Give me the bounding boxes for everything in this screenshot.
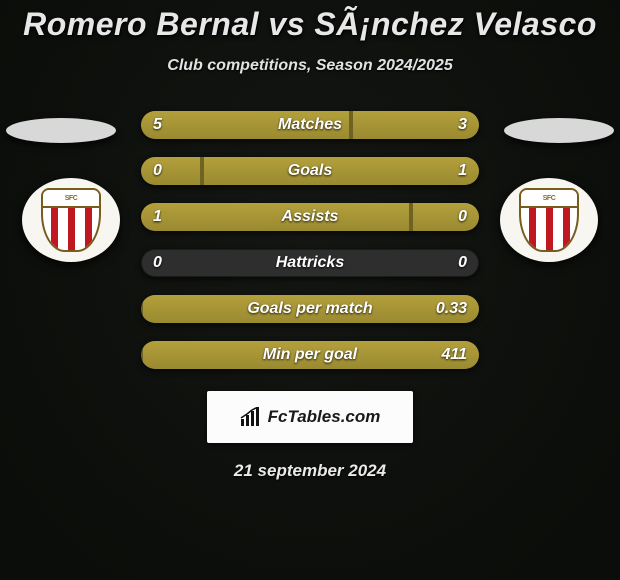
stat-row: 5Matches3 — [141, 111, 479, 139]
stat-value-right: 0 — [458, 249, 467, 277]
chart-icon — [240, 407, 262, 427]
crest-circle: SFC — [500, 178, 598, 262]
team-crest-left: SFC — [22, 178, 120, 262]
branding-text: FcTables.com — [268, 407, 381, 427]
player-left-avatar — [6, 118, 116, 143]
page-title: Romero Bernal vs SÃ¡nchez Velasco — [0, 0, 620, 43]
date-label: 21 september 2024 — [0, 461, 620, 481]
shield-icon: SFC — [519, 188, 579, 252]
stat-row: 1Assists0 — [141, 203, 479, 231]
subtitle: Club competitions, Season 2024/2025 — [0, 57, 620, 75]
stat-value-right: 1 — [458, 157, 467, 185]
crest-circle: SFC — [22, 178, 120, 262]
stat-row: 0Hattricks0 — [141, 249, 479, 277]
shield-icon: SFC — [41, 188, 101, 252]
stat-label: Hattricks — [141, 249, 479, 277]
stat-value-right: 0 — [458, 203, 467, 231]
team-crest-right: SFC — [500, 178, 598, 262]
stat-row: Min per goal411 — [141, 341, 479, 369]
comparison-card: Romero Bernal vs SÃ¡nchez Velasco Club c… — [0, 0, 620, 580]
stat-label: Assists — [141, 203, 479, 231]
stat-value-right: 3 — [458, 111, 467, 139]
stat-row: Goals per match0.33 — [141, 295, 479, 323]
stat-label: Matches — [141, 111, 479, 139]
stat-row: 0Goals1 — [141, 157, 479, 185]
branding-badge: FcTables.com — [207, 391, 413, 443]
stat-label: Goals per match — [141, 295, 479, 323]
stat-label: Min per goal — [141, 341, 479, 369]
stat-value-right: 0.33 — [436, 295, 467, 323]
stat-label: Goals — [141, 157, 479, 185]
stat-value-right: 411 — [441, 341, 467, 369]
player-right-avatar — [504, 118, 614, 143]
